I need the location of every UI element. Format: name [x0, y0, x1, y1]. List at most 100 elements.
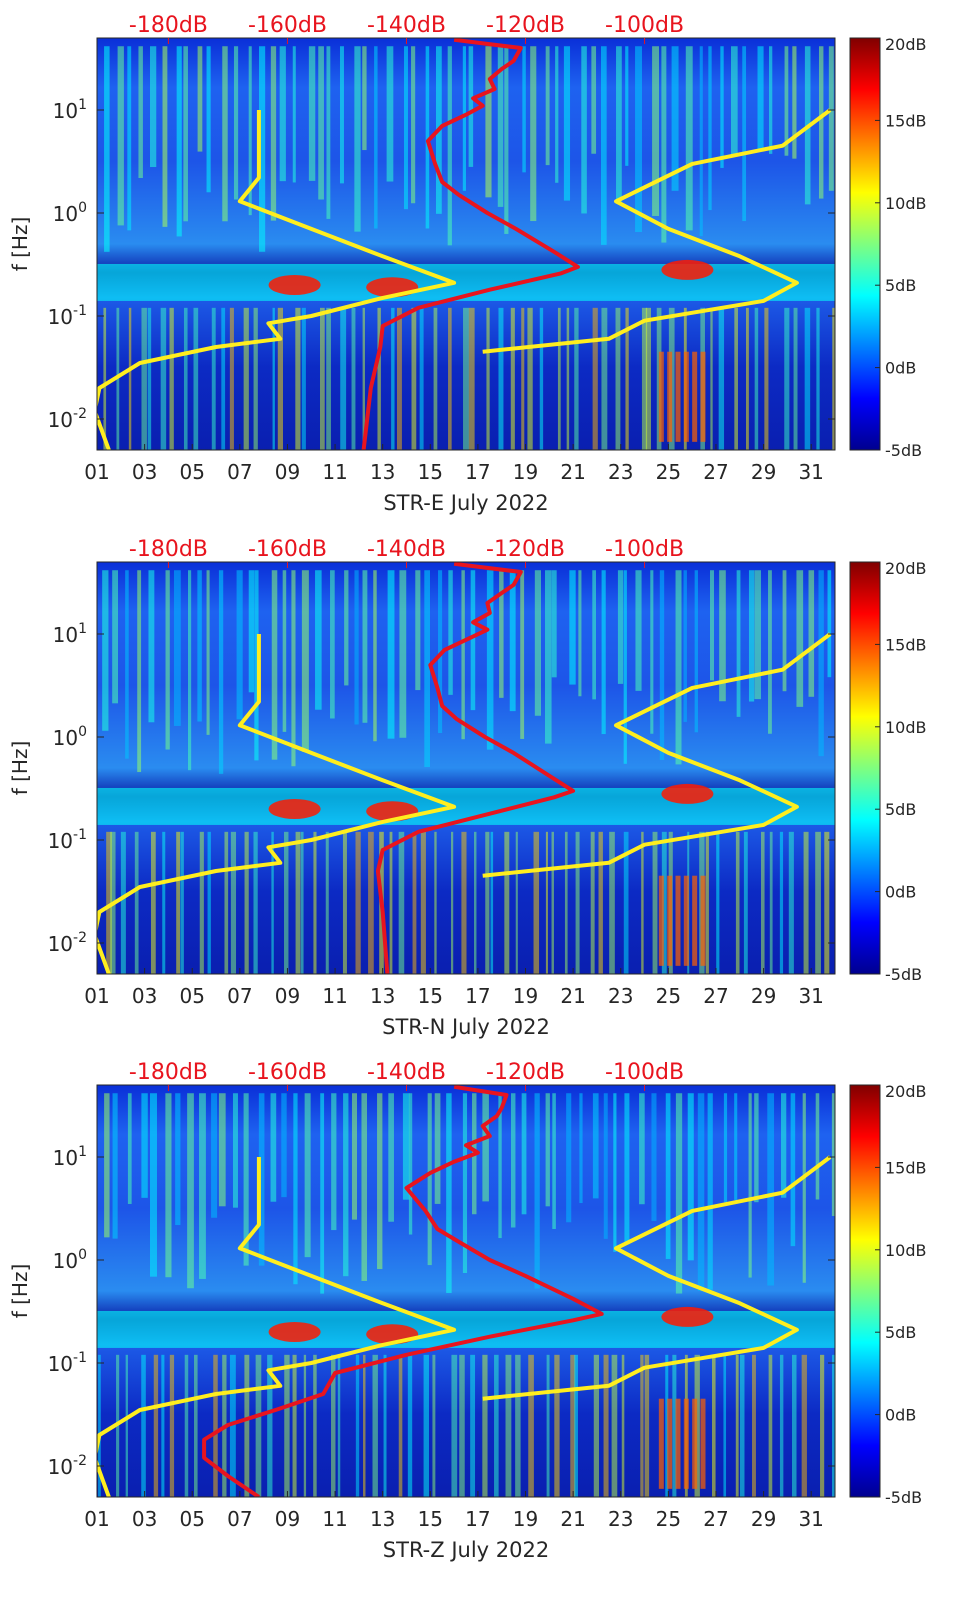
x-tick-label: 27	[703, 460, 728, 484]
x-tick-label: 31	[798, 984, 823, 1008]
y-tick-label: 100	[53, 200, 87, 226]
x-tick-label: 05	[179, 1507, 204, 1531]
x-axis-label: STR-Z July 2022	[383, 1538, 549, 1562]
y-axis-label: f [Hz]	[8, 1264, 32, 1319]
colorbar-label: 15dB	[885, 111, 927, 130]
top-tick-label: -160dB	[248, 1060, 327, 1085]
spectrogram	[97, 38, 835, 450]
x-tick-label: 21	[560, 1507, 585, 1531]
x-tick-label: 27	[703, 1507, 728, 1531]
colorbar-label: 20dB	[885, 559, 927, 578]
x-tick-label: 21	[560, 460, 585, 484]
x-axis-label: STR-N July 2022	[382, 1015, 550, 1039]
top-tick-label: -140dB	[367, 537, 446, 562]
red-curve	[375, 562, 576, 974]
colorbar-label: 5dB	[885, 276, 916, 295]
colorbar-label: 15dB	[885, 1158, 927, 1177]
x-tick-label: 31	[798, 1507, 823, 1531]
x-tick-label: 23	[608, 984, 633, 1008]
x-tick-label: 29	[751, 460, 776, 484]
top-tick-label: -120dB	[486, 537, 565, 562]
x-tick-label: 17	[465, 460, 490, 484]
x-tick-label: 05	[179, 460, 204, 484]
x-tick-label: 17	[465, 1507, 490, 1531]
x-tick-label: 13	[370, 460, 395, 484]
x-tick-label: 31	[798, 460, 823, 484]
x-tick-label: 15	[418, 1507, 443, 1531]
top-tick-label: -160dB	[248, 537, 327, 562]
colorbar	[849, 37, 881, 451]
x-tick-label: 21	[560, 984, 585, 1008]
colorbar-label: 5dB	[885, 800, 916, 819]
x-tick-label: 17	[465, 984, 490, 1008]
y-tick-label: 100	[53, 724, 87, 750]
x-tick-label: 07	[227, 460, 252, 484]
panel-3: 01 03 05 07 09 11 13 15 17 19 21 23 25 27 29 31 STR-Z Ju…	[8, 1060, 927, 1562]
top-tick-label: -180dB	[129, 537, 208, 562]
x-tick-label: 29	[751, 1507, 776, 1531]
x-tick-label: 01	[84, 984, 109, 1008]
plot-frame	[96, 561, 836, 975]
x-tick-label: 25	[656, 984, 681, 1008]
yellow-curve-low	[97, 1157, 457, 1497]
colorbar	[849, 561, 881, 975]
yellow-curve-high	[482, 632, 832, 878]
y-tick-label: 101	[53, 621, 87, 647]
x-tick-label: 23	[608, 460, 633, 484]
red-curve	[361, 38, 580, 450]
yellow-curve-low	[97, 634, 457, 974]
panel-2: 01 03 05 07 09 11 13 15 17 19 21 23 25 27 29 31 STR-N Ju…	[8, 537, 927, 1039]
colorbar-label: 10dB	[885, 194, 927, 213]
x-tick-label: 09	[275, 984, 300, 1008]
y-axis-label: f [Hz]	[8, 741, 32, 796]
spectrogram	[97, 1085, 835, 1497]
top-tick-label: -140dB	[367, 1060, 446, 1085]
colorbar-label: 0dB	[885, 1406, 916, 1425]
colorbar-label: 20dB	[885, 1082, 927, 1101]
plot-frame	[96, 37, 836, 451]
x-tick-label: 13	[370, 984, 395, 1008]
colorbar-label: 10dB	[885, 1241, 927, 1260]
x-tick-label: 15	[418, 984, 443, 1008]
colorbar-label: -5dB	[885, 965, 922, 984]
x-tick-label: 19	[513, 1507, 538, 1531]
colorbar-label: -5dB	[885, 441, 922, 460]
colorbar-label: 20dB	[885, 35, 927, 54]
x-tick-label: 11	[322, 460, 347, 484]
colorbar	[849, 1084, 881, 1498]
y-tick-label: 101	[53, 1144, 87, 1170]
x-tick-label: 09	[275, 1507, 300, 1531]
x-tick-label: 23	[608, 1507, 633, 1531]
y-tick-label: 10-1	[48, 1350, 87, 1376]
yellow-curve-high	[482, 108, 832, 354]
colorbar-label: 0dB	[885, 359, 916, 378]
yellow-curve-high	[482, 1155, 832, 1401]
y-tick-label: 10-1	[48, 827, 87, 853]
x-tick-label: 25	[656, 460, 681, 484]
colorbar-label: -5dB	[885, 1488, 922, 1507]
y-tick-label: 10-1	[48, 303, 87, 329]
x-tick-label: 11	[322, 1507, 347, 1531]
top-tick-label: -100dB	[605, 537, 684, 562]
colorbar-label: 0dB	[885, 883, 916, 902]
x-tick-label: 03	[132, 460, 157, 484]
y-tick-label: 100	[53, 1247, 87, 1273]
top-tick-label: -140dB	[367, 13, 446, 38]
top-tick-label: -160dB	[248, 13, 327, 38]
y-tick-label: 101	[53, 97, 87, 123]
x-tick-label: 01	[84, 1507, 109, 1531]
colorbar-label: 15dB	[885, 635, 927, 654]
colorbar-label: 10dB	[885, 718, 927, 737]
y-tick-label: 10-2	[48, 1453, 87, 1479]
x-axis-label: STR-E July 2022	[383, 491, 548, 515]
y-axis-label: f [Hz]	[8, 217, 32, 272]
top-tick-label: -120dB	[486, 13, 565, 38]
x-tick-label: 07	[227, 1507, 252, 1531]
x-tick-label: 07	[227, 984, 252, 1008]
top-tick-label: -100dB	[605, 1060, 684, 1085]
x-tick-label: 19	[513, 460, 538, 484]
x-tick-label: 19	[513, 984, 538, 1008]
x-tick-label: 11	[322, 984, 347, 1008]
x-tick-label: 05	[179, 984, 204, 1008]
